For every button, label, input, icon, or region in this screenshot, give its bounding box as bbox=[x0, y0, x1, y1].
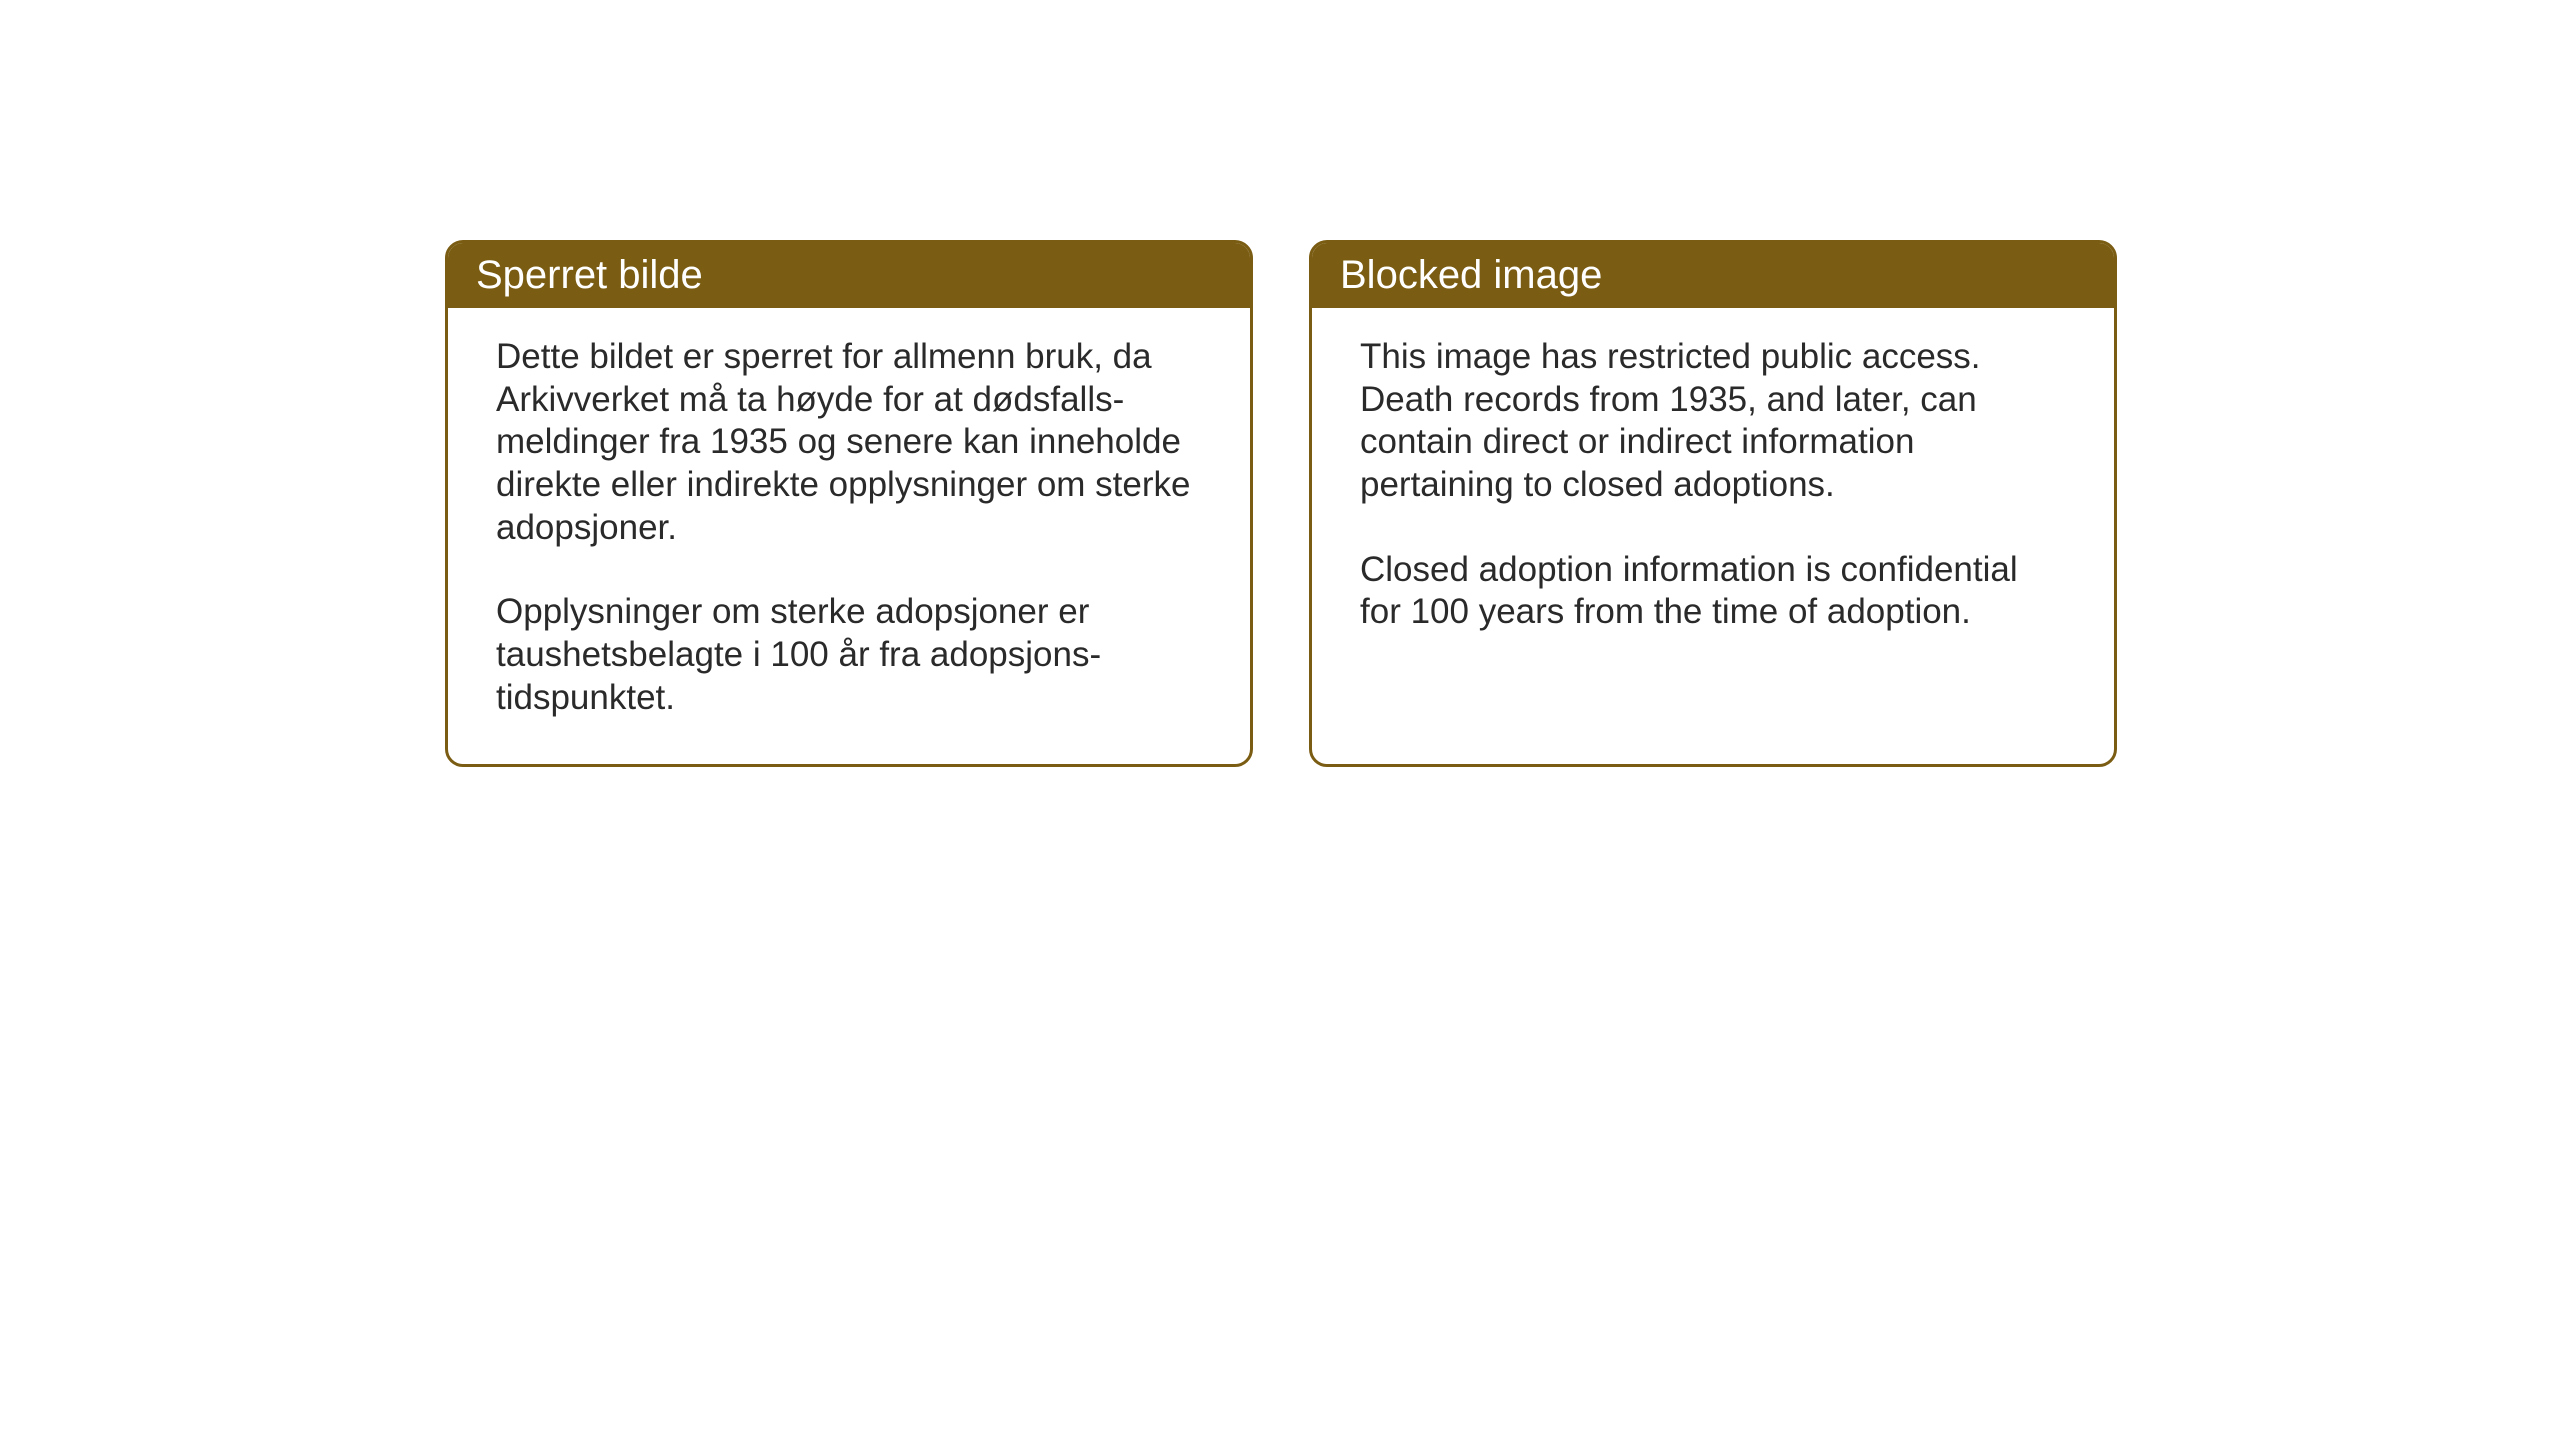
norwegian-paragraph-2: Opplysninger om sterke adopsjoner er tau… bbox=[496, 591, 1202, 719]
english-card-header: Blocked image bbox=[1312, 243, 2114, 308]
norwegian-notice-card: Sperret bilde Dette bildet er sperret fo… bbox=[445, 240, 1253, 767]
english-card-title: Blocked image bbox=[1340, 253, 1602, 297]
notice-container: Sperret bilde Dette bildet er sperret fo… bbox=[445, 240, 2117, 767]
norwegian-card-header: Sperret bilde bbox=[448, 243, 1250, 308]
norwegian-card-title: Sperret bilde bbox=[476, 253, 703, 297]
english-paragraph-2: Closed adoption information is confident… bbox=[1360, 549, 2066, 634]
norwegian-card-body: Dette bildet er sperret for allmenn bruk… bbox=[448, 308, 1250, 764]
english-paragraph-1: This image has restricted public access.… bbox=[1360, 336, 2066, 507]
norwegian-paragraph-1: Dette bildet er sperret for allmenn bruk… bbox=[496, 336, 1202, 549]
english-card-body: This image has restricted public access.… bbox=[1312, 308, 2114, 678]
english-notice-card: Blocked image This image has restricted … bbox=[1309, 240, 2117, 767]
